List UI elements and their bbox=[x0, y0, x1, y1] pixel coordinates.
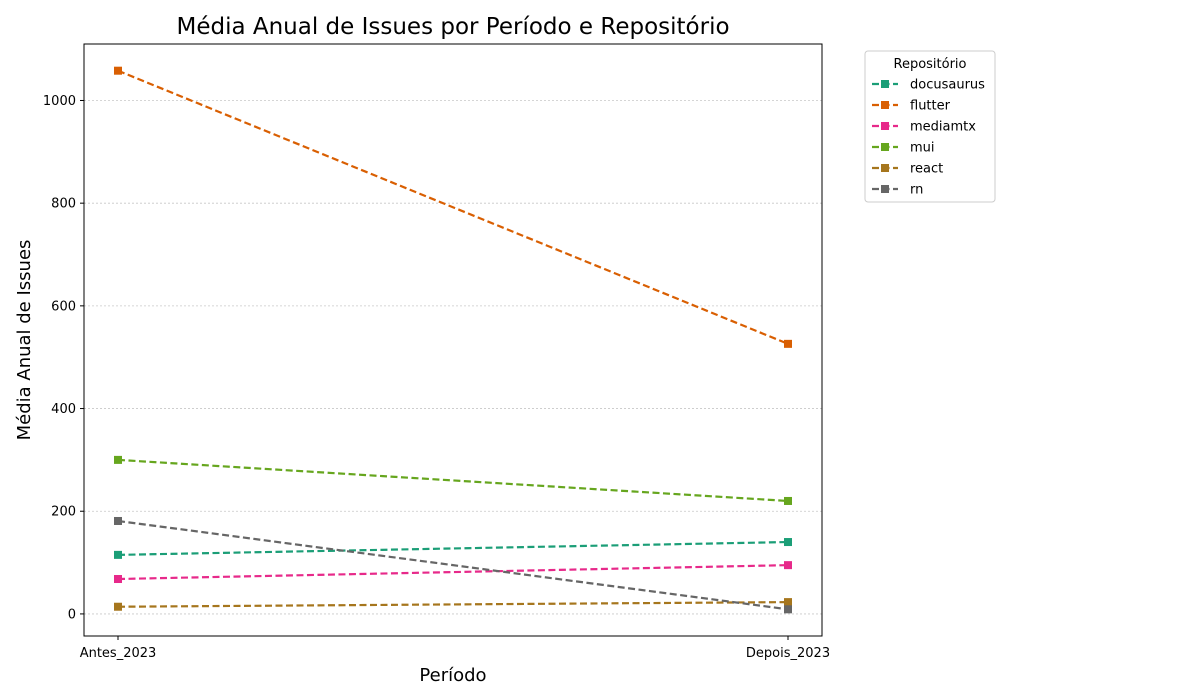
series-line bbox=[117, 564, 789, 581]
x-axis-title: Período bbox=[419, 665, 486, 686]
legend: Repositório docusaurus flutter mediamtx mui… bbox=[864, 50, 996, 203]
data-point bbox=[784, 339, 792, 348]
data-point bbox=[784, 538, 792, 547]
legend-title: Repositório bbox=[894, 57, 967, 72]
y-tick-label: 200 bbox=[51, 505, 76, 520]
series-react bbox=[114, 598, 792, 611]
data-point bbox=[114, 575, 122, 584]
legend-marker bbox=[881, 164, 889, 172]
series-line bbox=[117, 540, 789, 556]
series-line bbox=[117, 69, 789, 345]
legend-marker bbox=[881, 122, 889, 130]
y-tick-label: 0 bbox=[68, 607, 76, 622]
legend-marker bbox=[881, 80, 889, 88]
x-axis: Antes_2023 Depois_2023 bbox=[80, 636, 830, 661]
legend-marker bbox=[881, 185, 889, 193]
legend-item-mediamtx: mediamtx bbox=[872, 120, 976, 135]
y-tick-label: 800 bbox=[51, 197, 76, 212]
legend-item-react: react bbox=[872, 162, 943, 177]
series-mui bbox=[114, 455, 792, 505]
legend-label: rn bbox=[910, 183, 923, 198]
grid-lines bbox=[84, 100, 822, 615]
data-point bbox=[114, 516, 122, 525]
legend-item-mui: mui bbox=[872, 141, 935, 156]
legend-label: mediamtx bbox=[910, 120, 976, 135]
series-mediamtx bbox=[114, 561, 792, 584]
series-line bbox=[117, 458, 789, 503]
legend-box bbox=[864, 50, 996, 203]
legend-items: docusaurus flutter mediamtx mui react rn bbox=[872, 78, 985, 198]
series-docusaurus bbox=[114, 538, 792, 559]
plot-area-frame bbox=[83, 43, 823, 637]
y-tick-label: 600 bbox=[51, 299, 76, 314]
legend-marker bbox=[881, 101, 889, 109]
series-flutter bbox=[114, 66, 792, 348]
y-axis-title: Média Anual de Issues bbox=[14, 240, 35, 441]
data-point bbox=[114, 66, 122, 75]
legend-label: react bbox=[910, 162, 943, 177]
y-tick-label: 400 bbox=[51, 402, 76, 417]
data-point bbox=[784, 605, 792, 614]
legend-label: flutter bbox=[910, 99, 951, 114]
legend-item-flutter: flutter bbox=[872, 99, 951, 114]
y-axis: 0 200 400 600 800 1000 bbox=[43, 94, 84, 622]
series-line bbox=[117, 519, 789, 611]
data-point bbox=[784, 598, 792, 607]
x-tick-label: Antes_2023 bbox=[80, 646, 157, 661]
legend-marker bbox=[881, 143, 889, 151]
legend-label: mui bbox=[910, 141, 935, 156]
data-point bbox=[114, 455, 122, 464]
series-rn bbox=[114, 516, 792, 614]
legend-item-rn: rn bbox=[872, 183, 923, 198]
legend-label: docusaurus bbox=[910, 78, 985, 93]
data-point bbox=[784, 496, 792, 505]
x-tick-label: Depois_2023 bbox=[746, 646, 830, 661]
data-point bbox=[114, 550, 122, 559]
data-point bbox=[114, 602, 122, 611]
chart-title: Média Anual de Issues por Período e Repo… bbox=[176, 14, 729, 40]
data-point bbox=[784, 561, 792, 570]
y-tick-label: 1000 bbox=[43, 94, 76, 109]
legend-item-docusaurus: docusaurus bbox=[872, 78, 985, 93]
series-layer bbox=[114, 66, 792, 614]
series-line bbox=[117, 601, 789, 608]
